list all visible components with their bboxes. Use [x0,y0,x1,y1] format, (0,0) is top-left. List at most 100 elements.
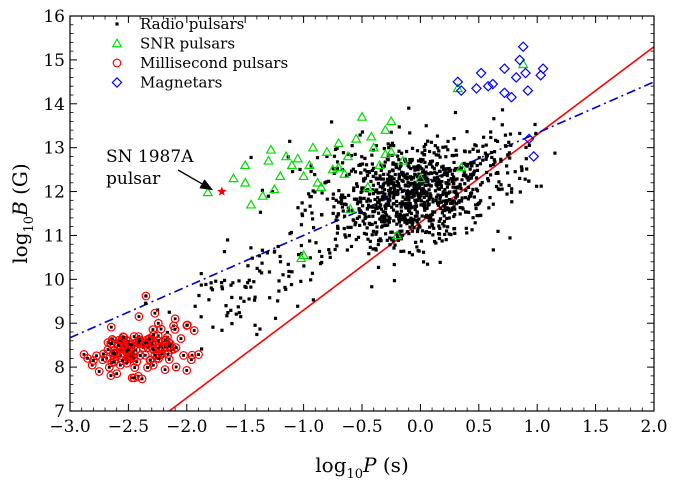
radio-pulsars-point [412,218,416,222]
radio-pulsars-point [430,159,434,163]
radio-pulsars-point [454,148,458,152]
radio-pulsars-point [350,208,354,212]
radio-pulsars-point [431,200,435,204]
radio-pulsars-point [243,284,247,289]
radio-pulsars-point [406,162,410,166]
radio-pulsars-point [474,176,479,180]
millisecond-core-point [144,294,148,298]
radio-pulsars-point [405,230,409,234]
radio-pulsars-point [419,199,424,203]
radio-pulsars-point [397,216,401,220]
snr-pulsars-point [385,115,397,126]
radio-pulsars-point [481,144,485,148]
radio-pulsars-point [454,185,458,190]
radio-pulsars-point [527,143,531,147]
radio-pulsars-point [500,108,505,112]
millisecond-core-point [166,352,170,356]
millisecond-pulsars-point [128,347,138,357]
radio-pulsars-point [426,180,430,184]
radio-pulsars-point [435,201,440,206]
radio-pulsars-point [466,185,471,190]
radio-pulsars-point [384,232,388,236]
radio-pulsars-point [364,163,369,167]
millisecond-core-point [168,344,171,348]
radio-pulsars-point [374,206,378,210]
radio-pulsars-point [452,160,456,165]
radio-pulsars-point [487,206,491,210]
radio-pulsars-point [433,210,437,214]
radio-pulsars-point [470,160,474,165]
radio-pulsars-point [398,229,402,233]
millisecond-core-point [117,344,121,348]
radio-pulsars-point [352,197,357,201]
radio-pulsars-point [468,192,473,196]
radio-pulsars-point [427,149,432,154]
radio-pulsars-point [368,245,372,249]
radio-pulsars-point [421,168,426,172]
millisecond-pulsars-point [117,335,127,345]
radio-pulsars-point [493,160,497,164]
millisecond-core-point [152,333,155,337]
radio-pulsars-point [494,184,499,189]
radio-pulsars-point [400,178,404,183]
radio-pulsars-point [325,154,329,159]
radio-pulsars-point [453,178,457,182]
millisecond-core-point [130,376,134,380]
x-tick-label: −1.5 [225,417,266,437]
radio-pulsars-point [438,226,442,230]
radio-pulsars-point [458,184,462,188]
radio-pulsars-point [475,163,479,168]
radio-pulsars-point [434,198,438,203]
radio-pulsars-point [446,199,450,203]
millisecond-pulsars-point [156,324,166,334]
radio-pulsars-point [464,173,468,177]
millisecond-core-point [146,346,150,350]
radio-pulsars-point [459,166,463,170]
radio-pulsars-point [466,197,471,201]
radio-pulsars-point [287,274,291,278]
radio-pulsars-point [486,177,490,181]
radio-pulsars-point [374,172,378,176]
radio-pulsars-point [204,282,208,287]
radio-pulsars-point [331,196,335,201]
radio-pulsars-point [471,187,475,192]
radio-pulsars-point [429,216,433,220]
radio-pulsars-point [437,200,441,205]
radio-pulsars-point [335,160,340,164]
radio-pulsars-point [406,189,410,194]
millisecond-core-point [133,366,137,370]
radio-pulsars-point [366,197,370,201]
radio-pulsars-point [494,138,498,142]
millisecond-core-point [151,347,155,351]
millisecond-core-point [101,358,105,362]
radio-pulsars-point [359,190,363,194]
radio-pulsars-point [392,181,396,185]
radio-pulsars-point [445,173,449,178]
radio-pulsars-point [167,310,171,314]
radio-pulsars-point [425,193,429,198]
radio-pulsars-point [455,192,459,196]
radio-pulsars-point [523,177,527,181]
radio-pulsars-point [371,183,376,187]
millisecond-core-point [137,335,141,339]
magnetars-point [510,71,522,83]
radio-pulsars-point [380,219,384,223]
radio-pulsars-point [426,199,430,203]
millisecond-core-point [102,352,105,356]
millisecond-pulsars-point [149,330,158,340]
radio-pulsars-point [430,212,434,217]
radio-pulsars-point [381,210,385,214]
radio-pulsars-point [443,232,447,237]
radio-pulsars-point [431,197,435,201]
millisecond-core-point [109,325,113,329]
radio-pulsars-point [496,229,500,233]
radio-pulsars-point [389,143,393,147]
millisecond-core-point [197,353,200,356]
radio-pulsars-point [220,287,225,291]
radio-pulsars-point [433,170,437,174]
radio-pulsars-point [368,222,372,227]
radio-pulsars-point [400,233,405,237]
radio-pulsars-point [499,159,503,163]
radio-pulsars-point [507,151,511,155]
radio-pulsars-point [363,168,367,172]
